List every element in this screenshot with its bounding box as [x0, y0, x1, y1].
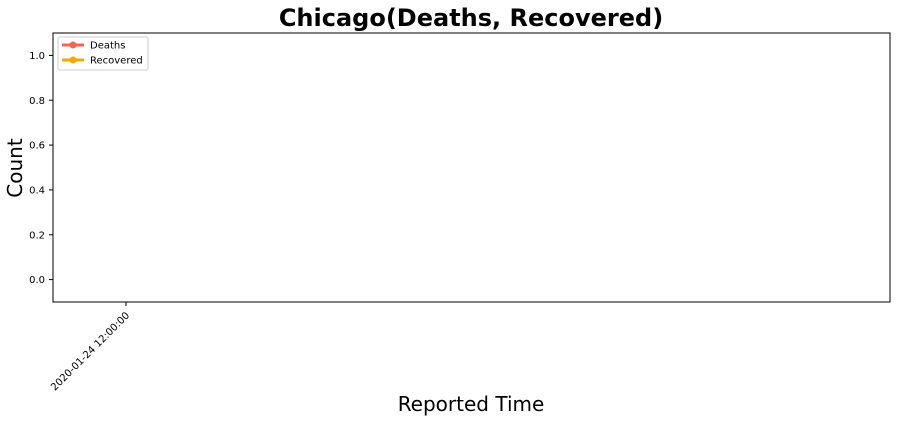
y-tick-label: 0.4: [29, 185, 45, 196]
y-tick-label: 0.0: [29, 275, 45, 286]
chart-title: Chicago(Deaths, Recovered): [279, 4, 663, 32]
legend: Deaths Recovered: [57, 36, 149, 71]
y-tick-label: 1.0: [29, 51, 45, 62]
x-tick-label: 2020-01-24 12:00:00: [49, 310, 132, 393]
y-axis: 0.0 0.2 0.4 0.6 0.8 1.0: [29, 51, 53, 286]
y-tick-label: 0.8: [29, 96, 45, 107]
plot-area: [52, 32, 891, 303]
y-axis-label: Count: [3, 138, 27, 198]
legend-label: Recovered: [90, 56, 143, 67]
legend-marker: [69, 56, 77, 64]
x-axis: 2020-01-24 12:00:00: [49, 302, 132, 393]
y-tick-label: 0.6: [29, 141, 45, 152]
legend-label: Deaths: [90, 41, 125, 52]
legend-marker: [69, 41, 77, 49]
x-axis-label: Reported Time: [398, 392, 545, 416]
y-tick-label: 0.2: [29, 230, 45, 241]
